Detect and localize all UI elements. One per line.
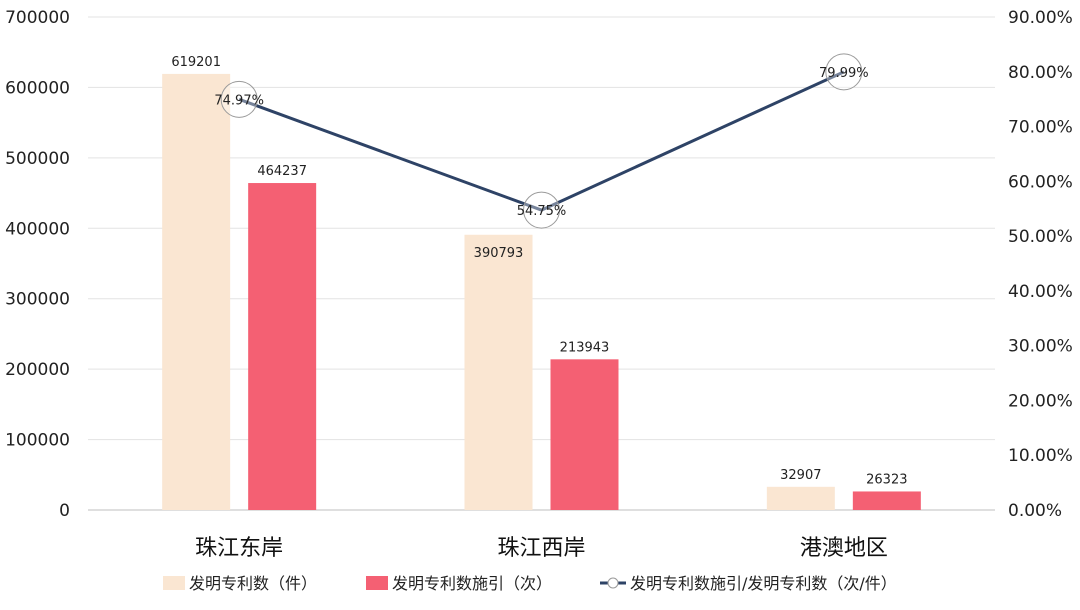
left-tick-label: 200000 [5,360,70,380]
category-label: 珠江东岸 [195,536,283,561]
bar-2 [550,359,619,510]
bar-data-label: 26323 [866,472,907,487]
bar-1 [464,234,533,510]
line-data-label: 79.99% [819,66,869,81]
right-tick-label: 60.00% [1008,172,1073,192]
category-label: 珠江西岸 [497,536,585,561]
bar-2 [248,183,317,511]
right-tick-label: 30.00% [1008,337,1073,357]
right-tick-label: 70.00% [1008,118,1073,138]
legend: 发明专利数（件） 发明专利数施引（次） 发明专利数施引/发明专利数（次/件） [163,574,897,593]
line-data-label: 74.97% [214,93,264,108]
right-tick-label: 90.00% [1008,8,1073,28]
right-tick-label: 20.00% [1008,391,1073,411]
left-tick-label: 300000 [5,290,70,310]
right-tick-label: 10.00% [1008,446,1073,466]
bar-1 [162,73,231,510]
bar-data-label: 464237 [257,164,307,179]
left-tick-label: 100000 [5,431,70,451]
legend-swatch [163,576,185,590]
line-data-label: 54.75% [517,204,567,219]
line-series: 74.97% 54.75% 79.99% [214,53,869,229]
bar-data-label: 32907 [780,468,821,483]
left-tick-label: 400000 [5,219,70,239]
line-point [825,53,863,91]
bar-series: 619201 390793 32907 464237 213943 26323 [162,55,921,511]
line-path [238,70,845,212]
legend-marker [607,577,619,589]
right-tick-label: 50.00% [1008,227,1073,247]
left-tick-label: 0 [59,501,70,521]
bar-data-label: 619201 [171,55,221,70]
left-axis-ticks: 0 100000 200000 300000 400000 500000 600000 700… [5,8,70,521]
bar-data-label: 390793 [474,246,524,261]
right-tick-label: 0.00% [1008,501,1062,521]
line-point [523,191,560,229]
legend-label: 发明专利数施引（次） [392,574,552,593]
legend-swatch [366,576,388,590]
bar-2 [852,491,921,510]
left-tick-label: 500000 [5,149,70,169]
line-point [220,80,258,118]
right-tick-label: 80.00% [1008,63,1073,83]
category-label: 港澳地区 [800,536,888,561]
category-labels: 珠江东岸 珠江西岸 港澳地区 [195,536,888,561]
bar-1 [766,486,835,510]
left-tick-label: 600000 [5,78,70,98]
left-tick-label: 700000 [5,8,70,28]
right-axis-ticks: 0.00% 10.00% 20.00% 30.00% 40.00% 50.00% 60.00… [1008,8,1073,521]
bar-data-label: 213943 [560,340,610,355]
right-tick-label: 40.00% [1008,282,1073,302]
legend-label: 发明专利数施引/发明专利数（次/件） [630,574,897,593]
legend-label: 发明专利数（件） [189,574,317,593]
